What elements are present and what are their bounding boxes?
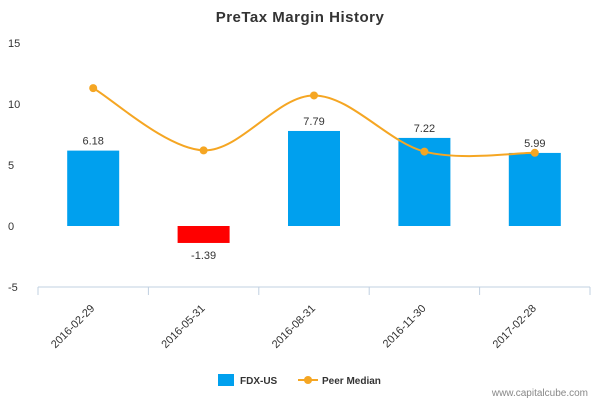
y-axis: 15 10 5 0 -5 (8, 38, 20, 294)
bar-data-label: 6.18 (82, 136, 103, 148)
y-tick-label: 0 (8, 221, 14, 233)
legend-label[interactable]: Peer Median (322, 376, 381, 387)
line-point[interactable] (89, 84, 98, 93)
y-tick-label: -5 (8, 282, 18, 294)
x-tick-label: 2016-05-31 (159, 303, 207, 351)
line-point[interactable] (420, 147, 429, 156)
line-point[interactable] (310, 91, 318, 100)
bar[interactable] (288, 130, 340, 226)
watermark: www.capitalcube.com (491, 388, 588, 399)
y-tick-label: 5 (8, 160, 14, 172)
bar-data-label: 7.22 (414, 123, 435, 135)
x-tick-label: 2016-11-30 (381, 303, 429, 351)
y-tick-label: 15 (8, 38, 20, 50)
legend[interactable]: FDX-US Peer Median (218, 374, 381, 387)
legend-swatch-bar[interactable] (218, 374, 234, 386)
x-axis: 2016-02-29 2016-05-31 2016-08-31 2016-11-30… (37, 286, 591, 351)
y-tick-label: 10 (8, 99, 20, 111)
line-point[interactable] (530, 148, 539, 157)
x-tick-label: 2016-08-31 (270, 303, 318, 351)
bar-data-label: 5.99 (524, 138, 545, 150)
legend-label[interactable]: FDX-US (240, 376, 278, 387)
legend-swatch-marker (304, 376, 312, 384)
x-tick-label: 2017-02-28 (491, 303, 539, 351)
x-tick-label: 2016-02-29 (49, 303, 97, 351)
bar[interactable] (67, 150, 120, 226)
data-labels: 6.18 -1.39 7.79 7.22 5.99 (82, 116, 545, 262)
line-series (89, 84, 539, 158)
bar[interactable] (177, 226, 230, 243)
bar-data-label: -1.39 (191, 250, 216, 262)
chart-title: PreTax Margin History (216, 9, 385, 26)
bar-data-label: 7.79 (303, 116, 324, 128)
bar[interactable] (508, 152, 561, 226)
line-point[interactable] (199, 146, 208, 155)
bar-series (67, 130, 561, 243)
